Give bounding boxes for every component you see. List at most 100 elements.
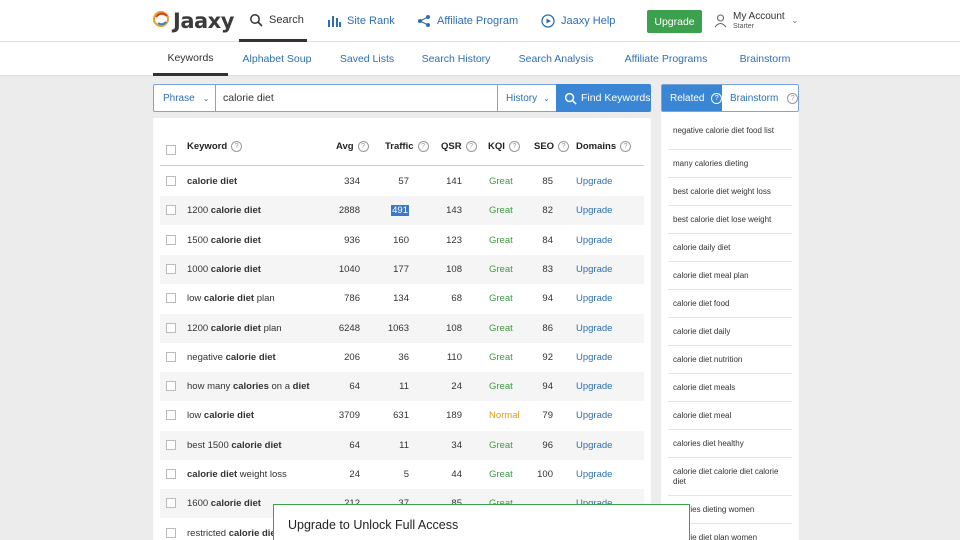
domains-cell[interactable]: Upgrade bbox=[576, 410, 613, 422]
table-row[interactable]: 1500 calorie diet 936 160 123 Great 84 Upgrade bbox=[160, 226, 644, 255]
help-icon[interactable]: ? bbox=[508, 141, 520, 152]
col-qsr[interactable]: QSR? bbox=[441, 141, 477, 152]
table-row[interactable]: best 1500 calorie diet 64 11 34 Great 96 Upgra… bbox=[160, 430, 644, 460]
keyword-cell[interactable]: 1200 calorie diet plan bbox=[187, 314, 282, 343]
domains-cell[interactable]: Upgrade bbox=[576, 469, 613, 480]
related-keyword-item[interactable]: calorie diet nutrition bbox=[668, 346, 792, 374]
domains-cell[interactable]: Upgrade bbox=[576, 351, 613, 363]
keyword-cell[interactable]: negative calorie diet bbox=[187, 343, 276, 372]
table-row[interactable]: calorie diet weight loss 24 5 44 Great 100 Upg… bbox=[160, 460, 644, 489]
domains-cell[interactable]: Upgrade bbox=[576, 263, 613, 275]
table-row[interactable]: negative calorie diet 206 36 110 Great 92 Upgr… bbox=[160, 343, 644, 372]
row-checkbox[interactable] bbox=[166, 234, 176, 245]
row-checkbox[interactable] bbox=[166, 498, 176, 509]
row-checkbox[interactable] bbox=[166, 263, 176, 274]
keyword-cell[interactable]: low calorie diet plan bbox=[187, 284, 275, 313]
account-menu[interactable]: My Account Starter ⌄ bbox=[714, 9, 814, 35]
keyword-cell[interactable]: calorie diet bbox=[187, 167, 237, 196]
related-keyword-item[interactable]: negative calorie diet food list bbox=[668, 112, 792, 150]
help-icon[interactable]: ? bbox=[231, 141, 243, 152]
help-icon[interactable]: ? bbox=[465, 141, 477, 152]
table-row[interactable]: how many calories on a diet 64 11 24 Great 94… bbox=[160, 372, 644, 402]
related-keyword-item[interactable]: many calories dieting bbox=[668, 150, 792, 178]
help-icon[interactable]: ? bbox=[711, 92, 722, 104]
col-seo[interactable]: SEO? bbox=[534, 141, 570, 152]
nav-jaaxy-help[interactable]: Jaaxy Help bbox=[541, 0, 615, 42]
col-kqi[interactable]: KQI? bbox=[488, 141, 520, 152]
keyword-cell[interactable]: restricted calorie diet bbox=[187, 519, 279, 540]
jaaxy-logo[interactable]: Jaaxy bbox=[153, 6, 234, 36]
help-icon[interactable]: ? bbox=[787, 92, 798, 104]
keyword-cell[interactable]: how many calories on a diet bbox=[187, 372, 310, 401]
find-keywords-button[interactable]: Find Keywords bbox=[556, 84, 651, 112]
row-checkbox[interactable] bbox=[166, 322, 176, 333]
keyword-cell[interactable]: low calorie diet bbox=[187, 401, 254, 430]
history-dropdown[interactable]: History ⌄ bbox=[497, 85, 556, 111]
select-all-checkbox[interactable] bbox=[166, 145, 176, 155]
keyword-cell[interactable]: calorie diet weight loss bbox=[187, 460, 287, 489]
row-checkbox[interactable] bbox=[166, 176, 176, 186]
table-row[interactable]: low calorie diet plan 786 134 68 Great 94 Upgr… bbox=[160, 284, 644, 313]
col-keyword[interactable]: Keyword? bbox=[187, 141, 243, 152]
nav-site-rank[interactable]: Site Rank bbox=[327, 0, 395, 42]
row-checkbox[interactable] bbox=[166, 469, 176, 479]
tab-related[interactable]: Related ? bbox=[662, 85, 722, 111]
nav-affiliate-program[interactable]: Affiliate Program bbox=[417, 0, 518, 42]
tab-keywords[interactable]: Keywords bbox=[153, 42, 228, 76]
domains-cell[interactable]: Upgrade bbox=[576, 381, 613, 393]
keyword-cell[interactable]: 1200 calorie diet bbox=[187, 196, 261, 225]
tab-affiliate-programs[interactable]: Affiliate Programs bbox=[624, 53, 708, 65]
tab-brainstorm[interactable]: Brainstorm bbox=[739, 53, 791, 65]
related-keyword-item[interactable]: calories diet healthy bbox=[668, 430, 792, 458]
col-avg[interactable]: Avg? bbox=[336, 141, 369, 152]
domains-cell[interactable]: Upgrade bbox=[576, 234, 613, 246]
phrase-dropdown[interactable]: Phrase ⌄ bbox=[154, 85, 216, 111]
row-checkbox[interactable] bbox=[166, 410, 176, 421]
domains-cell[interactable]: Upgrade bbox=[576, 176, 613, 187]
table-row[interactable]: 1000 calorie diet 1040 177 108 Great 83 Upgrad… bbox=[160, 254, 644, 284]
domains-cell[interactable]: Upgrade bbox=[576, 205, 613, 217]
related-keyword-item[interactable]: calorie diet daily bbox=[668, 318, 792, 346]
upgrade-button[interactable]: Upgrade bbox=[647, 10, 702, 33]
related-keyword-item[interactable]: calorie diet meals bbox=[668, 374, 792, 402]
col-traffic[interactable]: Traffic? bbox=[385, 141, 429, 152]
row-checkbox[interactable] bbox=[166, 381, 176, 392]
tab-alphabet-soup[interactable]: Alphabet Soup bbox=[242, 53, 312, 65]
tab-search-history[interactable]: Search History bbox=[421, 53, 491, 65]
tab-search-analysis[interactable]: Search Analysis bbox=[518, 53, 594, 65]
help-icon[interactable]: ? bbox=[558, 141, 570, 152]
row-checkbox[interactable] bbox=[166, 205, 176, 216]
tab-saved-lists[interactable]: Saved Lists bbox=[339, 53, 395, 65]
keyword-search-input[interactable] bbox=[217, 85, 497, 111]
related-keyword-item[interactable]: calories dieting women bbox=[668, 496, 792, 524]
tab-side-brainstorm[interactable]: Brainstorm ? bbox=[722, 85, 798, 111]
row-checkbox[interactable] bbox=[166, 293, 176, 304]
related-keyword-item[interactable]: calorie diet meal plan bbox=[668, 262, 792, 290]
related-keyword-item[interactable]: calorie diet meal bbox=[668, 402, 792, 430]
table-row[interactable]: calorie diet 334 57 141 Great 85 Upgrade bbox=[160, 167, 644, 196]
col-domains[interactable]: Domains? bbox=[576, 141, 632, 152]
help-icon[interactable]: ? bbox=[620, 141, 632, 152]
row-checkbox[interactable] bbox=[166, 439, 176, 450]
related-keyword-item[interactable]: best calorie diet lose weight bbox=[668, 206, 792, 234]
keyword-cell[interactable]: 1000 calorie diet bbox=[187, 255, 261, 284]
domains-cell[interactable]: Upgrade bbox=[576, 293, 613, 305]
keyword-cell[interactable]: 1500 calorie diet bbox=[187, 226, 261, 255]
related-keyword-item[interactable]: calorie diet plan women bbox=[668, 524, 792, 540]
related-keyword-item[interactable]: best calorie diet weight loss bbox=[668, 178, 792, 206]
related-keyword-item[interactable]: calorie diet food bbox=[668, 290, 792, 318]
keyword-cell[interactable]: 1600 calorie diet bbox=[187, 489, 261, 518]
table-row[interactable]: restricted calorie diet bbox=[160, 519, 644, 540]
related-keyword-item[interactable]: calorie daily diet bbox=[668, 234, 792, 262]
row-checkbox[interactable] bbox=[166, 351, 176, 362]
table-row[interactable]: 1200 calorie diet plan 6248 1063 108 Great 86… bbox=[160, 313, 644, 343]
table-row[interactable]: 1200 calorie diet 2888 491 143 Great 82 Upgrad… bbox=[160, 196, 644, 226]
help-icon[interactable]: ? bbox=[357, 141, 369, 152]
domains-cell[interactable]: Upgrade bbox=[576, 322, 613, 334]
keyword-cell[interactable]: best 1500 calorie diet bbox=[187, 431, 282, 460]
domains-cell[interactable]: Upgrade bbox=[576, 439, 613, 451]
table-row[interactable]: low calorie diet 3709 631 189 Normal 79 Upgrad… bbox=[160, 401, 644, 430]
help-icon[interactable]: ? bbox=[417, 141, 429, 152]
related-keyword-item[interactable]: calorie diet calorie diet calorie diet bbox=[668, 458, 792, 496]
row-checkbox[interactable] bbox=[166, 527, 176, 538]
